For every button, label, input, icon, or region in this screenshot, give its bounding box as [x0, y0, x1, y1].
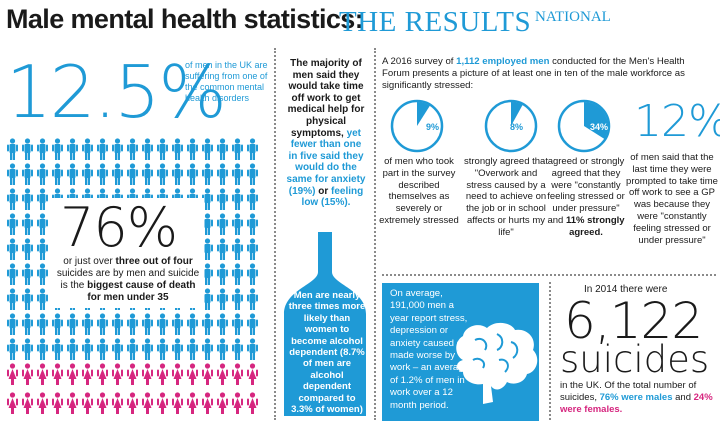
divider-right-horizontal: [382, 274, 716, 276]
divider-left: [274, 48, 276, 420]
divider-middle: [374, 48, 376, 420]
page-title: Male mental health statistics:: [6, 4, 364, 34]
pie-34-label: 34%: [590, 122, 609, 132]
pie-9-label: 9%: [426, 122, 440, 132]
suicides-word: suicides: [560, 338, 710, 381]
mental-disorder-stat: 12.5%: [6, 50, 227, 134]
people-row: [6, 392, 259, 414]
suicide-stat-desc: or just over three out of four suicides …: [56, 256, 200, 303]
pie-8-desc: strongly agreed that "Overwork and stres…: [464, 156, 548, 238]
results-heading: THE RESULTS: [339, 6, 532, 38]
scope-label: NATIONAL: [535, 9, 611, 25]
divider-bottom-right: [549, 282, 551, 420]
people-row: [6, 338, 259, 360]
pie-8-slice: [511, 102, 523, 126]
suicides-count: 6,122: [564, 292, 703, 350]
suicides-year-text: In 2014 there were: [584, 284, 668, 295]
suicide-stat-panel: 76% or just over three out of four suici…: [52, 198, 204, 308]
suicide-stat-value: 76%: [60, 196, 178, 259]
pie-chart-8: [484, 99, 538, 153]
suicides-desc: in the UK. Of the total number of suicid…: [560, 380, 713, 415]
pie-chart-34: [557, 99, 611, 153]
pie-34-slice: [584, 102, 608, 139]
bottle-icon: [284, 232, 366, 416]
pie-34-desc: agreed or strongly agreed that they were…: [547, 156, 625, 238]
pie-chart-9: [390, 99, 444, 153]
alcohol-dependence-text: Men are nearly three times more likely t…: [288, 290, 366, 416]
gp-stat-value: 12%: [634, 96, 720, 147]
people-row: [6, 138, 259, 160]
pie-9-slice: [417, 102, 430, 126]
people-row: [6, 163, 259, 185]
work-stress-text: On average, 191,000 men a year report st…: [390, 288, 469, 411]
brain-icon: [456, 322, 538, 404]
people-row: [6, 363, 259, 385]
people-row: [6, 313, 259, 335]
mental-disorder-desc: of men in the UK are suffering from one …: [185, 60, 268, 103]
time-off-text: The majority of men said they would take…: [286, 58, 366, 209]
pie-8-label: 8%: [510, 122, 524, 132]
survey-intro: A 2016 survey of 1,112 employed men cond…: [382, 56, 685, 91]
gp-stat-desc: of men said that the last time they were…: [626, 152, 718, 246]
pie-9-desc: of men who took part in the survey descr…: [379, 156, 459, 226]
